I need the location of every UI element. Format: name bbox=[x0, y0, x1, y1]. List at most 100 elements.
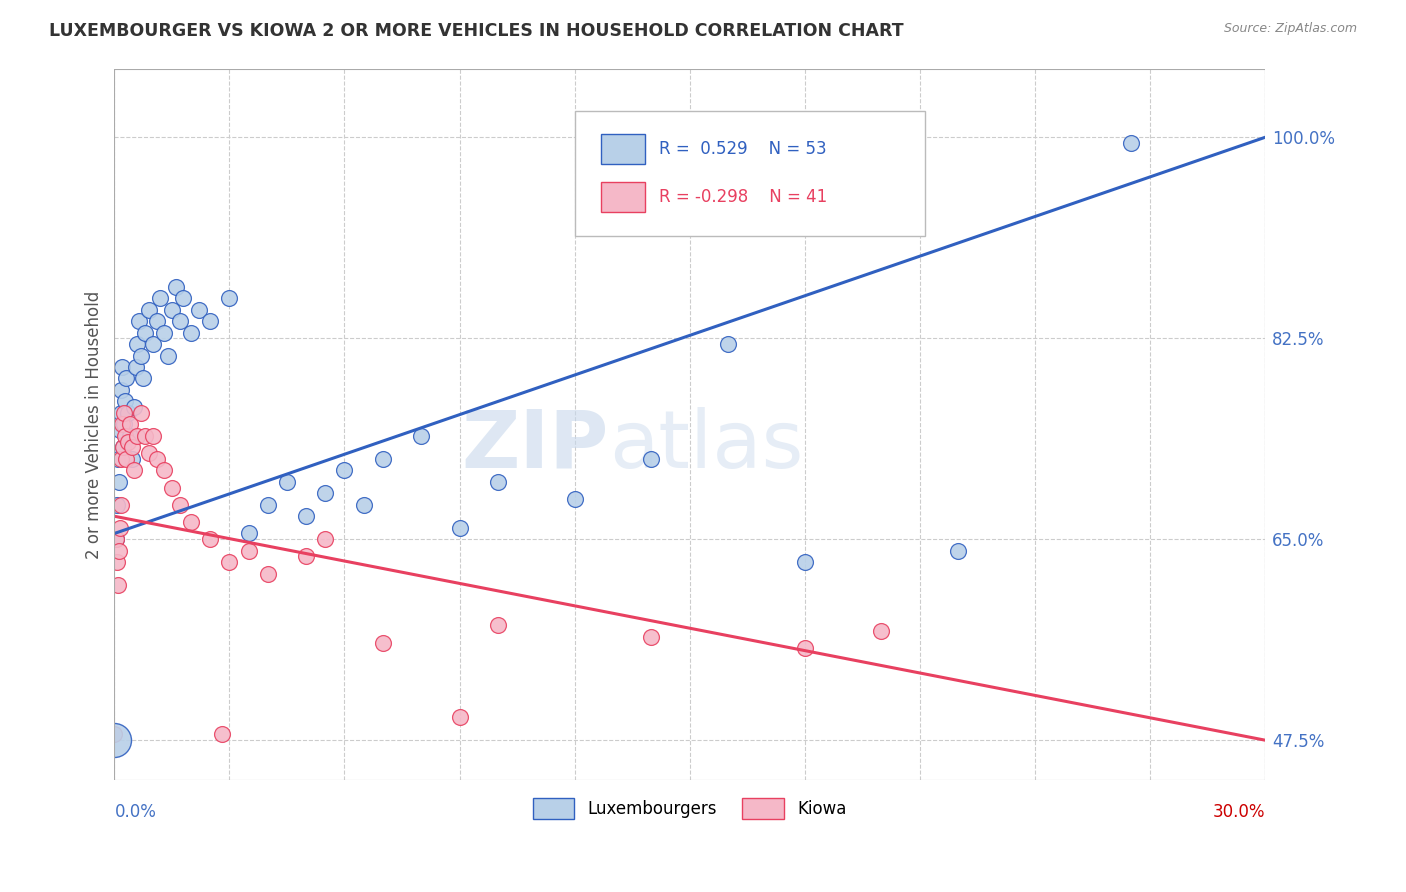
Point bbox=[180, 515, 202, 529]
Point bbox=[238, 543, 260, 558]
Point bbox=[640, 451, 662, 466]
Point bbox=[180, 326, 202, 340]
Point bbox=[169, 314, 191, 328]
Point bbox=[124, 359, 146, 374]
Point bbox=[353, 498, 375, 512]
Point bbox=[114, 394, 136, 409]
Point bbox=[157, 349, 180, 363]
Point bbox=[121, 441, 143, 455]
Point bbox=[111, 441, 134, 455]
Point bbox=[946, 785, 969, 799]
Point bbox=[111, 417, 134, 432]
Point bbox=[128, 314, 150, 328]
Point bbox=[295, 509, 318, 524]
Text: LUXEMBOURGER VS KIOWA 2 OR MORE VEHICLES IN HOUSEHOLD CORRELATION CHART: LUXEMBOURGER VS KIOWA 2 OR MORE VEHICLES… bbox=[49, 22, 904, 40]
Point bbox=[149, 291, 172, 305]
Point bbox=[138, 446, 160, 460]
Point bbox=[371, 635, 394, 649]
Point bbox=[145, 451, 167, 466]
Point bbox=[371, 451, 394, 466]
Point bbox=[134, 326, 156, 340]
Point bbox=[122, 463, 145, 477]
Point bbox=[103, 733, 125, 747]
Point bbox=[110, 383, 132, 397]
Point bbox=[127, 429, 149, 443]
Point bbox=[107, 498, 129, 512]
Point bbox=[105, 532, 128, 546]
Point bbox=[108, 521, 131, 535]
Point bbox=[153, 463, 176, 477]
Point bbox=[238, 526, 260, 541]
Point bbox=[121, 451, 143, 466]
Point bbox=[153, 326, 176, 340]
Point bbox=[218, 555, 240, 569]
Point bbox=[112, 406, 135, 420]
Point bbox=[640, 630, 662, 644]
Point bbox=[114, 429, 136, 443]
Text: atlas: atlas bbox=[609, 407, 803, 484]
Point bbox=[870, 624, 893, 638]
Text: R =  0.529    N = 53: R = 0.529 N = 53 bbox=[658, 140, 827, 158]
Point bbox=[142, 429, 165, 443]
Point bbox=[486, 475, 509, 489]
Point bbox=[142, 337, 165, 351]
Point bbox=[564, 491, 586, 506]
Point bbox=[200, 532, 222, 546]
Point bbox=[256, 566, 278, 581]
Point bbox=[112, 417, 135, 432]
FancyBboxPatch shape bbox=[575, 112, 925, 235]
Point bbox=[107, 578, 129, 592]
Text: Source: ZipAtlas.com: Source: ZipAtlas.com bbox=[1223, 22, 1357, 36]
Point bbox=[187, 302, 209, 317]
Point bbox=[134, 429, 156, 443]
Point bbox=[314, 486, 336, 500]
Point bbox=[449, 710, 471, 724]
Point bbox=[138, 302, 160, 317]
Point bbox=[117, 434, 139, 449]
Point bbox=[946, 543, 969, 558]
Point bbox=[256, 498, 278, 512]
Point bbox=[111, 359, 134, 374]
Point bbox=[103, 727, 125, 741]
Point bbox=[132, 371, 155, 385]
Point bbox=[129, 406, 152, 420]
Legend: Luxembourgers, Kiowa: Luxembourgers, Kiowa bbox=[526, 792, 853, 825]
Bar bbox=[600, 134, 645, 164]
Point bbox=[211, 727, 233, 741]
Point bbox=[169, 498, 191, 512]
Point bbox=[107, 555, 129, 569]
Text: 30.0%: 30.0% bbox=[1212, 804, 1265, 822]
Point bbox=[218, 291, 240, 305]
Point bbox=[110, 451, 132, 466]
Y-axis label: 2 or more Vehicles in Household: 2 or more Vehicles in Household bbox=[86, 290, 103, 558]
Point bbox=[1119, 136, 1142, 150]
Point bbox=[793, 555, 815, 569]
Point bbox=[115, 371, 138, 385]
Point bbox=[276, 475, 298, 489]
Point bbox=[105, 532, 128, 546]
Point bbox=[118, 429, 141, 443]
Point bbox=[108, 475, 131, 489]
Point bbox=[793, 641, 815, 656]
Point bbox=[118, 417, 141, 432]
Point bbox=[117, 406, 139, 420]
Text: ZIP: ZIP bbox=[461, 407, 609, 484]
Point bbox=[411, 429, 433, 443]
Point bbox=[160, 481, 183, 495]
Point bbox=[160, 302, 183, 317]
Point bbox=[314, 532, 336, 546]
Point bbox=[486, 618, 509, 632]
Text: R = -0.298    N = 41: R = -0.298 N = 41 bbox=[658, 187, 827, 206]
Point bbox=[295, 549, 318, 564]
Point bbox=[108, 543, 131, 558]
Point bbox=[111, 441, 134, 455]
Point bbox=[107, 451, 129, 466]
Point bbox=[129, 349, 152, 363]
Point bbox=[122, 400, 145, 414]
Point bbox=[165, 279, 187, 293]
Bar bbox=[600, 182, 645, 211]
Point bbox=[145, 314, 167, 328]
Point bbox=[449, 521, 471, 535]
Text: 0.0%: 0.0% bbox=[114, 804, 156, 822]
Point bbox=[108, 423, 131, 437]
